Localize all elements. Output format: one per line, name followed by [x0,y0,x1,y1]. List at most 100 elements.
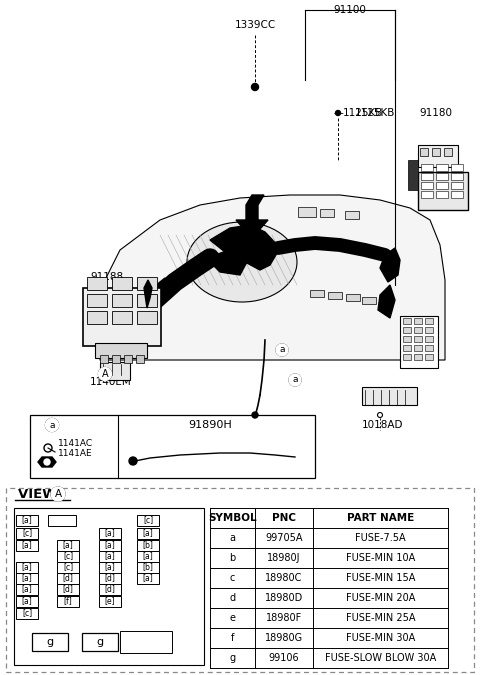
Bar [403,336,411,342]
Bar [137,572,159,583]
Text: [a]: [a] [143,529,154,537]
Bar [425,327,433,333]
Circle shape [46,418,59,431]
Text: 91890H: 91890H [188,420,232,430]
Text: [a]: [a] [105,562,115,572]
Polygon shape [236,195,268,238]
Bar [403,318,411,324]
Text: [d]: [d] [105,574,115,583]
Bar [99,572,121,583]
Bar [436,191,448,198]
Text: [a]: [a] [143,551,154,560]
Text: [a]: [a] [22,516,32,524]
Circle shape [276,344,288,356]
Bar [403,327,411,333]
Bar [32,633,68,651]
Bar [137,539,159,551]
Text: f: f [231,633,234,643]
Text: FUSE-MIN 30A: FUSE-MIN 30A [346,633,415,643]
Bar [137,551,159,562]
Text: [a]: [a] [22,585,32,593]
Text: [a]: [a] [143,574,154,583]
Text: a: a [229,533,236,543]
Bar [87,294,107,307]
Bar [310,290,324,297]
Text: 91180: 91180 [419,108,452,118]
Polygon shape [100,195,445,360]
Bar [6,488,474,672]
Text: [d]: [d] [62,585,73,593]
Text: a: a [49,421,55,429]
Bar [421,164,433,171]
Text: 99106: 99106 [269,653,300,663]
Text: FUSE-MIN 10A: FUSE-MIN 10A [346,553,415,563]
Bar [414,336,422,342]
Bar [418,145,458,167]
Polygon shape [378,285,395,318]
Bar [57,539,79,551]
Text: FUSE-MIN 15A: FUSE-MIN 15A [346,573,415,583]
Bar [112,355,120,363]
Bar [16,572,38,583]
Text: 1141AC: 1141AC [58,439,93,448]
Text: [a]: [a] [105,529,115,537]
Text: a: a [279,346,285,354]
Circle shape [51,487,65,501]
Text: 1141AE: 1141AE [58,448,93,458]
Bar [16,583,38,595]
Text: FUSE-MIN 25A: FUSE-MIN 25A [346,613,415,623]
Text: [d]: [d] [62,574,73,583]
Text: [c]: [c] [63,562,73,572]
Bar [421,182,433,189]
Bar [432,148,440,156]
Bar [403,354,411,360]
Text: 1140EM: 1140EM [90,377,132,387]
Text: 1339CC: 1339CC [234,20,276,30]
Text: [a]: [a] [62,541,73,549]
Bar [87,311,107,324]
Bar [16,514,38,526]
Text: 1125KB: 1125KB [343,108,384,118]
Text: [a]: [a] [22,541,32,549]
Text: [c]: [c] [63,551,73,560]
Bar [137,311,157,324]
Circle shape [44,459,50,465]
Text: VIEW: VIEW [18,487,61,500]
Polygon shape [144,280,152,308]
Text: [a]: [a] [22,562,32,572]
Text: [c]: [c] [22,608,32,618]
Bar [444,148,452,156]
Bar [403,345,411,351]
Bar [99,539,121,551]
Bar [137,527,159,539]
Text: [e]: [e] [105,597,115,605]
Bar [112,277,132,290]
Bar [16,562,38,572]
Text: [a]: [a] [22,574,32,583]
Text: FUSE-MIN 20A: FUSE-MIN 20A [346,593,415,603]
Polygon shape [138,278,170,318]
Bar [100,362,130,380]
Bar [57,595,79,607]
Text: g: g [96,637,104,647]
Bar [408,160,418,190]
Bar [414,318,422,324]
Text: [a]: [a] [105,551,115,560]
Bar [112,311,132,324]
Bar [400,316,438,368]
Text: e: e [229,613,236,623]
Text: g: g [229,653,236,663]
Bar [418,172,468,210]
Text: [b]: [b] [143,562,154,572]
Text: FUSE-SLOW BLOW 30A: FUSE-SLOW BLOW 30A [325,653,436,663]
Bar [83,288,161,346]
Bar [451,164,463,171]
Bar [420,148,428,156]
Bar [451,173,463,180]
Text: [c]: [c] [143,516,153,524]
Text: FUSE-7.5A: FUSE-7.5A [355,533,406,543]
Bar [57,583,79,595]
Text: [d]: [d] [105,585,115,593]
Bar [16,608,38,618]
Bar [414,354,422,360]
